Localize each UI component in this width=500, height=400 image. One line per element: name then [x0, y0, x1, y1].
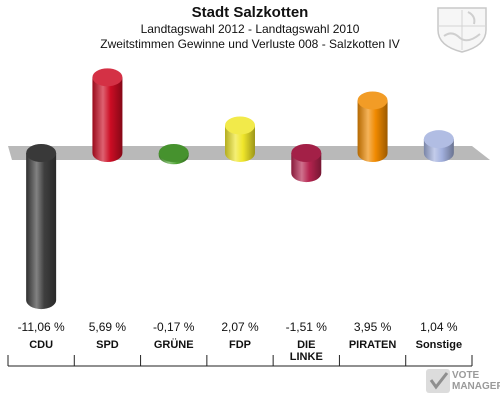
value-label-6: 1,04 %	[420, 320, 458, 334]
value-label-4: -1,51 %	[286, 320, 328, 334]
vote-manager-logo-text: VOTE MANAGER	[452, 370, 500, 392]
bar-cap-5	[357, 91, 388, 110]
category-label-4-line-0: DIE	[297, 339, 315, 351]
category-label-6: Sonstige	[416, 339, 462, 351]
bar-cap-0	[26, 144, 57, 162]
bar-1	[92, 77, 123, 162]
value-label-5: 3,95 %	[354, 320, 392, 334]
chart-subtitle-comparison: Landtagswahl 2012 - Landtagswahl 2010	[140, 22, 360, 36]
value-label-2: -0,17 %	[153, 320, 195, 334]
bar-3	[225, 125, 255, 162]
vote-manager-logo-icon	[426, 369, 450, 393]
value-label-0: -11,06 %	[18, 320, 65, 334]
chart-title: Stadt Salzkotten	[191, 4, 309, 21]
bar-5	[357, 100, 388, 162]
bar-cap-4	[291, 144, 322, 162]
bar-cap-6	[423, 130, 454, 149]
category-label-5: PIRATEN	[349, 339, 397, 351]
category-label-0: CDU	[29, 339, 53, 351]
category-label-1: SPD	[96, 339, 119, 351]
category-label-2: GRÜNE	[154, 338, 194, 351]
value-label-3: 2,07 %	[221, 320, 259, 334]
category-label-3: FDP	[229, 339, 251, 351]
logo-line-manager: MANAGER	[452, 381, 500, 392]
category-label-4-line-1: LINKE	[290, 351, 323, 363]
coat-of-arms-icon	[437, 7, 487, 53]
bar-cap-1	[92, 68, 123, 87]
bar-cap-2	[158, 144, 189, 162]
bar-cap-3	[225, 116, 255, 135]
value-label-1: 5,69 %	[89, 320, 127, 334]
chart-subtitle-district: Zweitstimmen Gewinne und Verluste 008 - …	[100, 37, 400, 51]
logo-line-vote: VOTE	[452, 370, 480, 381]
bar-0	[26, 153, 57, 310]
